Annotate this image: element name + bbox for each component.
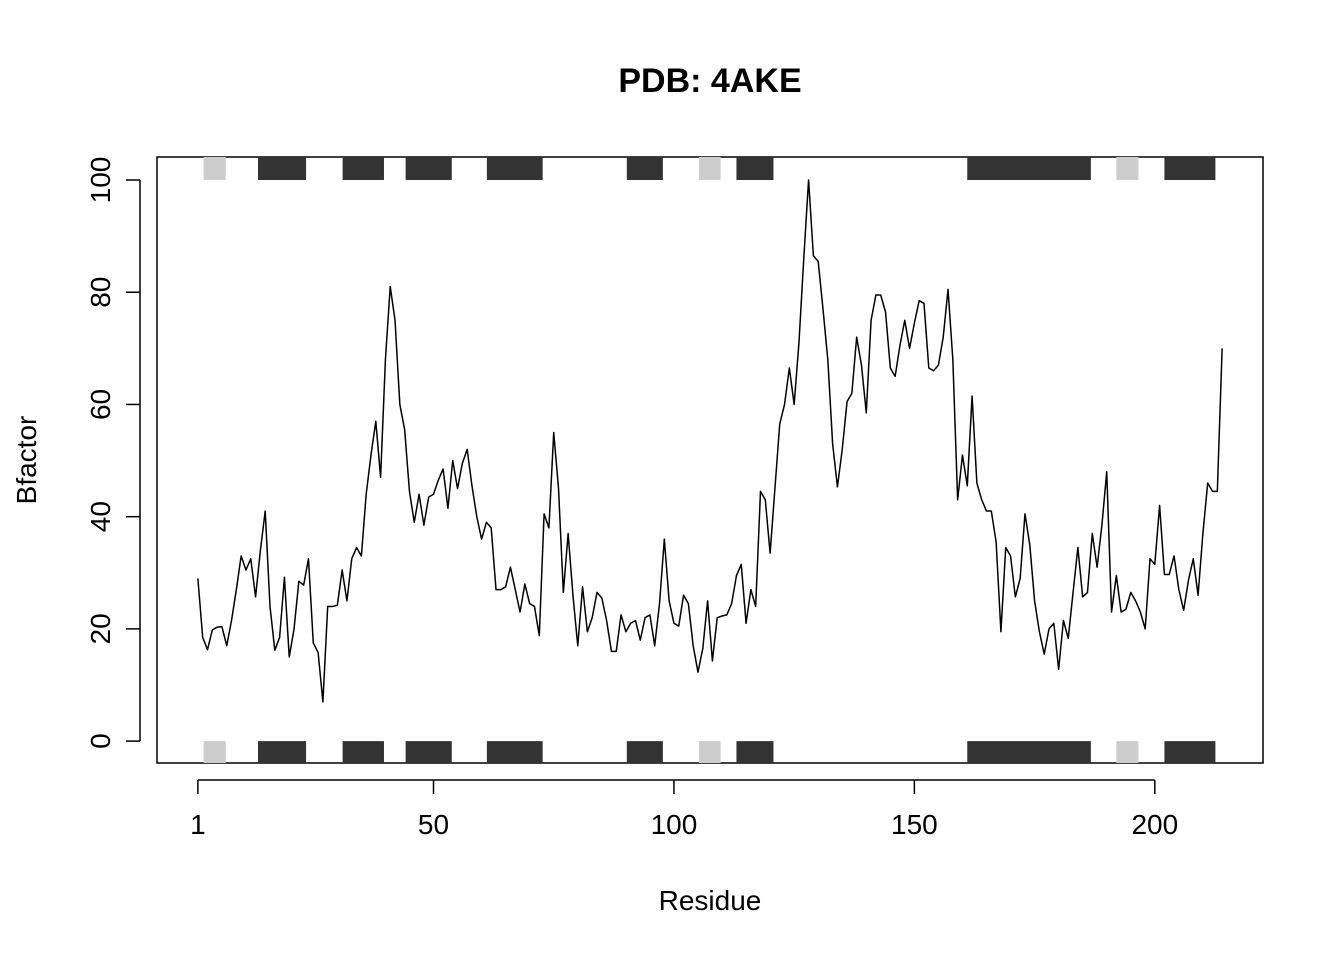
- sheet-bar-bottom: [1116, 741, 1139, 763]
- x-tick-label: 150: [891, 809, 938, 840]
- y-tick-label: 80: [85, 277, 116, 308]
- helix-bar-top: [736, 157, 774, 181]
- sheet-bar-top: [698, 157, 721, 181]
- data-line: [197, 179, 1223, 703]
- helix-bar-top: [1164, 157, 1216, 181]
- helix-bar-bottom: [967, 741, 1091, 763]
- x-tick-label: 50: [418, 809, 449, 840]
- sheet-bar-bottom: [203, 741, 226, 763]
- chart-title: PDB: 4AKE: [618, 62, 801, 100]
- plot-frame: [156, 156, 1264, 764]
- helix-bar-bottom: [486, 741, 543, 763]
- sheet-bar-bottom: [698, 741, 721, 763]
- x-tick-label: 200: [1131, 809, 1178, 840]
- y-tick-label: 60: [85, 389, 116, 420]
- helix-bar-bottom: [342, 741, 384, 763]
- helix-bar-top: [405, 157, 452, 181]
- y-tick-label: 100: [85, 157, 116, 204]
- helix-bar-top: [342, 157, 384, 181]
- sheet-bar-top: [203, 157, 226, 181]
- helix-bar-top: [967, 157, 1091, 181]
- helix-bar-bottom: [626, 741, 663, 763]
- x-tick-label: 100: [651, 809, 698, 840]
- y-tick-label: 0: [85, 733, 116, 749]
- y-axis-label: Bfactor: [11, 416, 42, 505]
- helix-bar-bottom: [736, 741, 774, 763]
- x-axis-label: Residue: [659, 885, 762, 916]
- helix-bar-bottom: [1164, 741, 1216, 763]
- helix-bar-bottom: [405, 741, 452, 763]
- x-tick-label: 1: [190, 809, 206, 840]
- sheet-bar-top: [1116, 157, 1139, 181]
- y-tick-label: 20: [85, 613, 116, 644]
- helix-bar-top: [626, 157, 663, 181]
- helix-bar-top: [257, 157, 307, 181]
- helix-bar-top: [486, 157, 543, 181]
- helix-bar-bottom: [257, 741, 307, 763]
- y-tick-label: 40: [85, 501, 116, 532]
